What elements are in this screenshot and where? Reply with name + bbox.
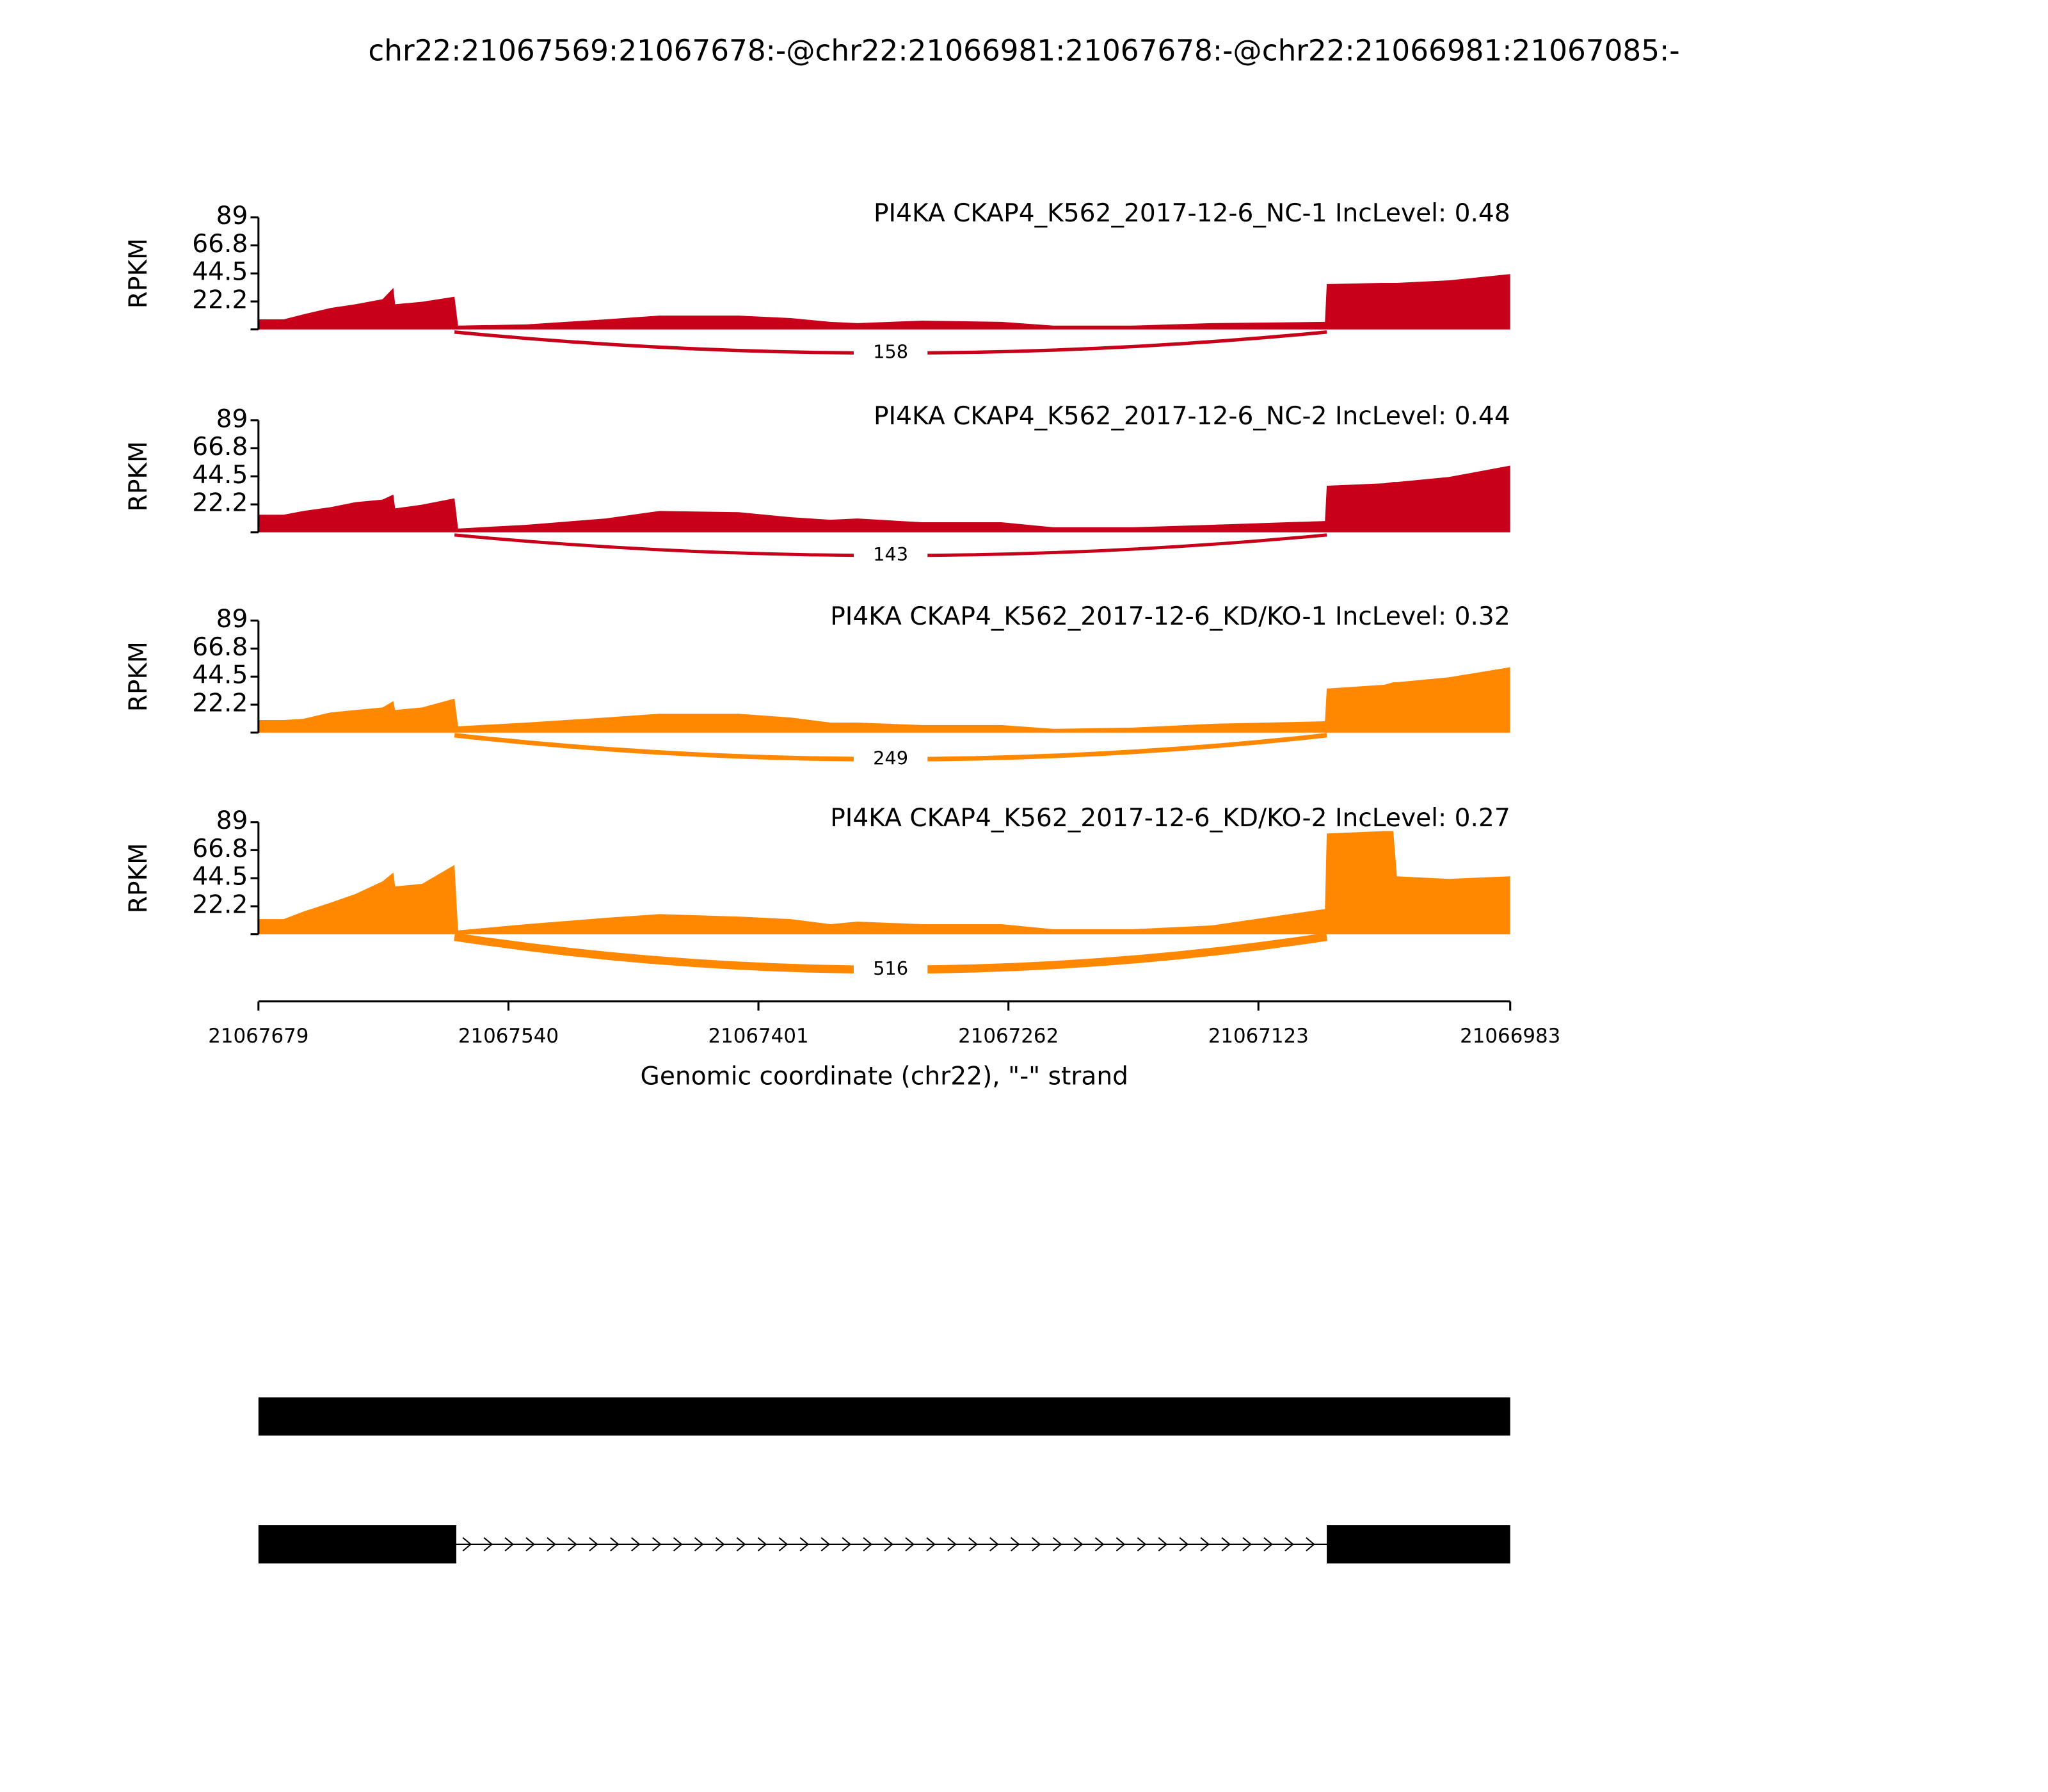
x-tick-label: 21067540 [458, 1025, 559, 1048]
strand-arrow [736, 1537, 746, 1552]
strand-arrow [504, 1537, 515, 1552]
strand-arrow [462, 1537, 472, 1552]
y-tick-label: 66.8 [192, 433, 248, 461]
strand-arrow [1242, 1537, 1252, 1552]
strand-arrow [694, 1537, 704, 1552]
x-tick-label: 21067262 [958, 1025, 1059, 1048]
strand-arrow [778, 1537, 788, 1552]
exon [1327, 1525, 1510, 1564]
strand-arrow [631, 1537, 641, 1552]
strand-arrow [589, 1537, 598, 1552]
y-tick-label: 66.8 [192, 230, 248, 259]
strand-arrow [926, 1537, 936, 1552]
panel-title: PI4KA CKAP4_K562_2017-12-6_NC-2 IncLevel… [874, 402, 1510, 431]
y-axis-label: RPKM [124, 238, 153, 308]
y-tick-label: 22.2 [192, 489, 248, 518]
strand-arrow [652, 1537, 662, 1552]
strand-arrow [1094, 1537, 1105, 1552]
strand-arrow [1116, 1537, 1126, 1552]
junction-label-bg [853, 957, 928, 982]
strand-arrow [799, 1537, 810, 1552]
y-tick-label: 89 [216, 404, 248, 433]
y-tick-label: 89 [216, 605, 248, 634]
junction-label-bg [853, 747, 928, 771]
y-tick-label: 44.5 [192, 863, 248, 892]
x-axis-label: Genomic coordinate (chr22), "-" strand [641, 1062, 1128, 1091]
exon [258, 1525, 456, 1564]
strand-arrow [1306, 1537, 1315, 1552]
main-title: chr22:21067569:21067678:-@chr22:21066981… [368, 33, 1679, 67]
strand-arrow [1073, 1537, 1084, 1552]
coverage-area [258, 274, 1510, 330]
strand-arrow [884, 1537, 894, 1552]
y-axis-label: RPKM [124, 843, 153, 913]
x-tick-label: 21067679 [208, 1025, 308, 1048]
coverage-area [258, 667, 1510, 733]
strand-arrow [1263, 1537, 1273, 1552]
strand-arrow [1011, 1537, 1020, 1552]
junction-label: 249 [873, 747, 908, 769]
strand-arrow [1031, 1537, 1041, 1552]
x-tick-label: 21066983 [1460, 1025, 1560, 1048]
strand-arrow [673, 1537, 683, 1552]
y-tick-label: 89 [216, 806, 248, 835]
strand-arrow [1221, 1537, 1231, 1552]
panel-title: PI4KA CKAP4_K562_2017-12-6_NC-1 IncLevel… [874, 199, 1510, 228]
y-tick-label: 22.2 [192, 286, 248, 315]
junction-label: 143 [873, 543, 908, 565]
strand-arrow [947, 1537, 957, 1552]
strand-arrow [715, 1537, 725, 1552]
strand-arrow [1158, 1537, 1168, 1552]
y-tick-label: 66.8 [192, 835, 248, 863]
panel-title: PI4KA CKAP4_K562_2017-12-6_KD/KO-2 IncLe… [830, 804, 1510, 833]
strand-arrow [1284, 1537, 1294, 1552]
junction-label: 516 [873, 957, 908, 979]
junction-label-bg [853, 341, 928, 365]
y-tick-label: 44.5 [192, 461, 248, 490]
strand-arrow [610, 1537, 620, 1552]
strand-arrow [525, 1537, 536, 1552]
strand-arrow [968, 1537, 978, 1552]
y-tick-label: 89 [216, 202, 248, 230]
strand-arrow [905, 1537, 915, 1552]
strand-arrow [1200, 1537, 1210, 1552]
strand-arrow [1137, 1537, 1147, 1552]
strand-arrow [757, 1537, 767, 1552]
strand-arrow [568, 1537, 577, 1552]
x-tick-label: 21067401 [708, 1025, 808, 1048]
y-tick-label: 22.2 [192, 891, 248, 920]
junction-label: 158 [873, 341, 908, 363]
y-tick-label: 44.5 [192, 258, 248, 287]
strand-arrow [1179, 1537, 1189, 1552]
strand-arrow [989, 1537, 999, 1552]
strand-arrow [863, 1537, 873, 1552]
coverage-area [258, 465, 1510, 532]
y-tick-label: 22.2 [192, 689, 248, 718]
strand-arrow [820, 1537, 831, 1552]
coverage-area [258, 831, 1510, 934]
y-tick-label: 66.8 [192, 633, 248, 662]
y-axis-label: RPKM [124, 441, 153, 511]
strand-arrow [1052, 1537, 1062, 1552]
x-tick-label: 21067123 [1208, 1025, 1309, 1048]
exon [258, 1397, 1510, 1436]
junction-label-bg [853, 543, 928, 568]
panel-title: PI4KA CKAP4_K562_2017-12-6_KD/KO-1 IncLe… [830, 602, 1510, 631]
strand-arrow [483, 1537, 493, 1552]
strand-arrow [547, 1537, 556, 1552]
y-tick-label: 44.5 [192, 661, 248, 690]
strand-arrow [842, 1537, 852, 1552]
y-axis-label: RPKM [124, 641, 153, 712]
